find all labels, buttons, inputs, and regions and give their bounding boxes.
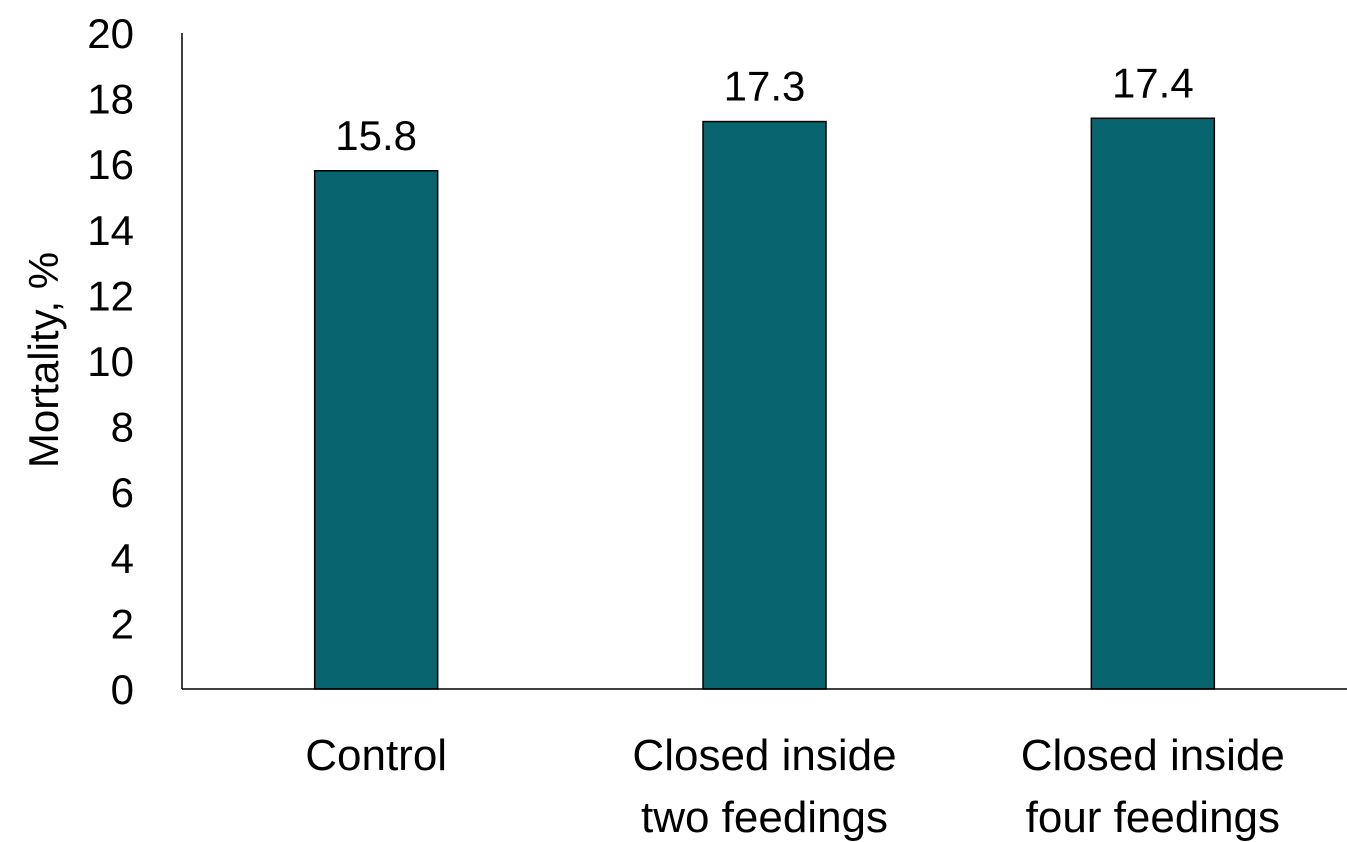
bar-data-label: 17.3 [724,63,806,110]
data-labels: 15.8 17.3 17.4 [335,59,1193,158]
y-tick-label: 14 [87,207,134,254]
x-axis-category-labels: Control Closed inside two feedings Closed i… [305,731,1285,842]
x-category-label: Closed inside [632,731,896,780]
y-axis-title: Mortality, % [20,252,67,468]
y-tick-label: 8 [111,404,134,451]
y-tick-label: 4 [111,535,134,582]
y-tick-label: 10 [87,338,134,385]
y-tick-label: 2 [111,600,134,647]
y-tick-label: 0 [111,666,134,713]
bar [313,170,439,690]
y-tick-label: 6 [111,469,134,516]
y-tick-label: 18 [87,76,134,123]
x-category-label: Control [305,731,447,780]
y-tick-label: 12 [87,272,134,319]
y-tick-label: 20 [87,10,134,57]
bar-data-label: 17.4 [1112,59,1194,106]
bar-data-label: 15.8 [335,112,417,159]
bar [702,120,827,690]
bars [313,117,1216,690]
x-category-label: four feedings [1026,793,1280,842]
x-category-label: Closed inside [1021,731,1285,780]
y-axis-ticks: 0 2 4 6 8 10 12 14 16 18 20 [87,10,134,713]
y-tick-label: 16 [87,141,134,188]
x-category-label: two feedings [641,793,888,842]
bar [1090,117,1216,690]
